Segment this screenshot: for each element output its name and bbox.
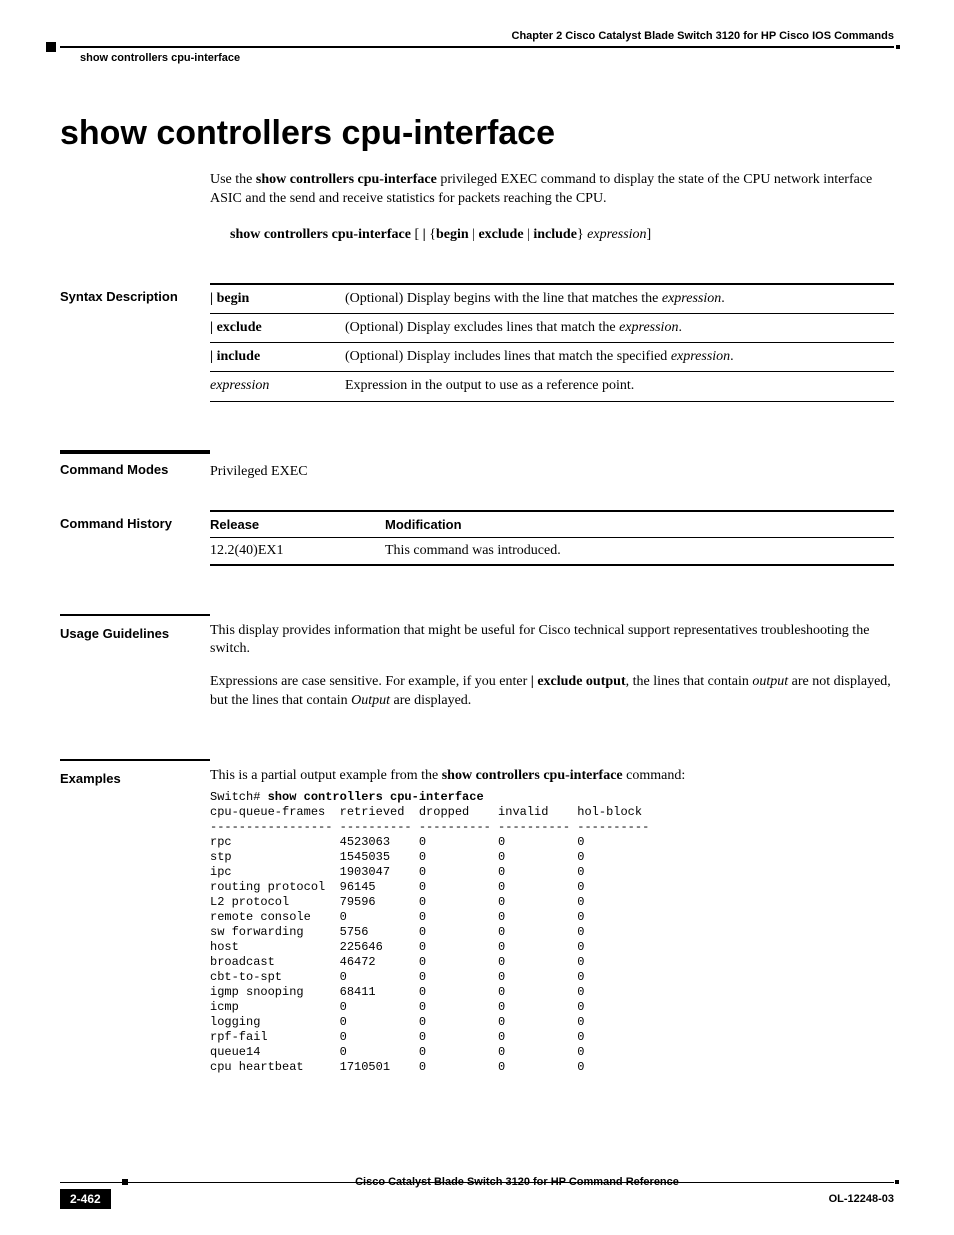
- syntax-description-section: Syntax Description | begin(Optional) Dis…: [60, 283, 894, 402]
- doc-id: OL-12248-03: [829, 1193, 894, 1205]
- examples-lead-a: This is a partial output example from th…: [210, 768, 442, 783]
- examples-lead-b: show controllers cpu-interface: [442, 768, 623, 783]
- syntax-close1: ]: [647, 227, 652, 242]
- usage-p2b: | exclude output: [531, 674, 626, 689]
- top-rule: [60, 46, 894, 48]
- usage-p1: This display provides information that m…: [210, 622, 894, 660]
- syntax-desc: (Optional) Display begins with the line …: [345, 284, 894, 314]
- command-history-section: Command History Release Modification 12.…: [60, 510, 894, 566]
- syntax-row: expressionExpression in the output to us…: [210, 372, 894, 401]
- history-col-mod: Modification: [385, 511, 894, 538]
- usage-p2: Expressions are case sensitive. For exam…: [210, 673, 894, 711]
- syntax-desc: (Optional) Display includes lines that m…: [345, 343, 894, 372]
- intro-cmd: show controllers cpu-interface: [256, 172, 437, 187]
- history-release: 12.2(40)EX1: [210, 537, 385, 565]
- command-modes-value: Privileged EXEC: [210, 464, 308, 479]
- syntax-term: | include: [210, 343, 345, 372]
- page-number: 2-462: [60, 1189, 111, 1209]
- examples-label: Examples: [60, 765, 210, 786]
- syntax-description-label: Syntax Description: [60, 283, 210, 304]
- history-mod: This command was introduced.: [385, 537, 894, 565]
- syntax-open1: [: [411, 227, 423, 242]
- intro-paragraph: Use the show controllers cpu-interface p…: [210, 171, 894, 209]
- history-col-release: Release: [210, 511, 385, 538]
- usage-p2f: Output: [351, 693, 390, 708]
- syntax-open2: {: [426, 227, 436, 242]
- syntax-opt3: include: [533, 227, 577, 242]
- usage-section: Usage Guidelines This display provides i…: [60, 620, 894, 726]
- example-output: Switch# show controllers cpu-interface c…: [210, 790, 894, 1075]
- examples-lead-c: command:: [623, 768, 686, 783]
- syntax-row: | begin(Optional) Display begins with th…: [210, 284, 894, 314]
- syntax-opt2: exclude: [478, 227, 523, 242]
- syntax-opt1: begin: [436, 227, 469, 242]
- footer: Cisco Catalyst Blade Switch 3120 for HP …: [60, 1166, 894, 1209]
- syntax-term: | begin: [210, 284, 345, 314]
- usage-p2d: output: [752, 674, 788, 689]
- syntax-table: | begin(Optional) Display begins with th…: [210, 283, 894, 402]
- syntax-desc: Expression in the output to use as a ref…: [345, 372, 894, 401]
- command-modes-label: Command Modes: [60, 456, 210, 477]
- page-title: show controllers cpu-interface: [60, 114, 894, 153]
- intro-prefix: Use the: [210, 172, 256, 187]
- usage-label: Usage Guidelines: [60, 620, 210, 641]
- examples-section: Examples This is a partial output exampl…: [60, 765, 894, 1075]
- command-history-label: Command History: [60, 510, 210, 531]
- syntax-desc: (Optional) Display excludes lines that m…: [345, 313, 894, 342]
- syntax-expr: expression: [587, 227, 646, 242]
- page: Chapter 2 Cisco Catalyst Blade Switch 31…: [0, 0, 954, 1235]
- syntax-row: | exclude(Optional) Display excludes lin…: [210, 313, 894, 342]
- intro-block: Use the show controllers cpu-interface p…: [210, 171, 894, 243]
- usage-p2a: Expressions are case sensitive. For exam…: [210, 674, 531, 689]
- breadcrumb: show controllers cpu-interface: [80, 52, 894, 64]
- usage-p2g: are displayed.: [390, 693, 471, 708]
- usage-p2c: , the lines that contain: [626, 674, 753, 689]
- footer-rule: [60, 1182, 894, 1183]
- syntax-close2: }: [577, 227, 587, 242]
- chapter-header: Chapter 2 Cisco Catalyst Blade Switch 31…: [60, 30, 894, 46]
- syntax-sep2: |: [524, 227, 534, 242]
- examples-lead: This is a partial output example from th…: [210, 767, 894, 786]
- syntax-term: expression: [210, 372, 345, 401]
- history-table: Release Modification 12.2(40)EX1 This co…: [210, 510, 894, 566]
- syntax-term: | exclude: [210, 313, 345, 342]
- syntax-sep1: |: [469, 227, 479, 242]
- command-modes-section: Command Modes Privileged EXEC: [60, 456, 894, 480]
- syntax-row: | include(Optional) Display includes lin…: [210, 343, 894, 372]
- history-row: 12.2(40)EX1 This command was introduced.: [210, 537, 894, 565]
- syntax-line: show controllers cpu-interface [ | {begi…: [230, 227, 894, 243]
- syntax-cmd: show controllers cpu-interface: [230, 227, 411, 242]
